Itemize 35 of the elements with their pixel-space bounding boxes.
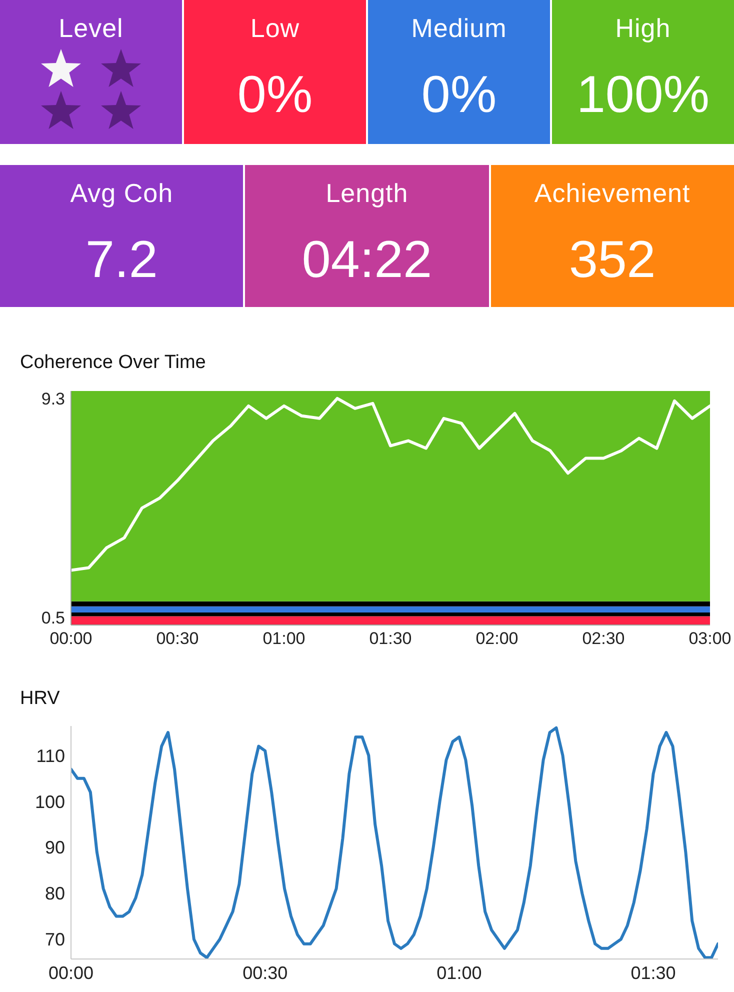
line-series — [71, 396, 710, 572]
x-tick-label: 01:30 — [630, 962, 676, 983]
chart-title: HRV — [20, 688, 60, 709]
y-tick-label: 100 — [34, 792, 65, 812]
category-label: Medium — [411, 13, 507, 43]
line-series — [71, 726, 718, 959]
x-tick-label: 03:00 — [688, 629, 732, 648]
text: 0% — [237, 66, 313, 124]
y-tick-label: 80 — [44, 884, 65, 904]
text: 04:22 — [302, 231, 432, 289]
y-tick-label: 110 — [36, 746, 65, 766]
x-tick-label: 00:30 — [156, 629, 199, 648]
category-label: Achievement — [534, 178, 690, 208]
category-label: Low — [250, 13, 300, 43]
y-tick-label: 0.5 — [41, 608, 65, 628]
text: 100% — [576, 66, 710, 124]
x-tick-label: 01:30 — [369, 629, 412, 648]
x-tick-label: 01:00 — [262, 629, 306, 648]
x-tick-label: 01:00 — [436, 962, 482, 983]
y-tick-label: 70 — [44, 930, 65, 950]
text: 7.2 — [86, 231, 158, 289]
chart-title: Coherence Over Time — [20, 352, 206, 373]
x-tick-label: 02:00 — [476, 629, 518, 648]
x-tick-label: 00:30 — [242, 962, 288, 983]
category-label: Level — [58, 13, 124, 43]
category-label: Length — [326, 178, 408, 208]
category-label: High — [615, 13, 671, 43]
x-tick-label: 02:30 — [582, 629, 625, 648]
y-tick-label: 9.3 — [41, 390, 65, 409]
text: 352 — [568, 231, 656, 289]
x-tick-label: 00:00 — [48, 962, 94, 983]
category-label: Avg Coh — [70, 178, 174, 208]
y-tick-label: 90 — [44, 838, 65, 858]
x-tick-label: 00:00 — [50, 629, 92, 648]
text: 0% — [421, 66, 497, 124]
